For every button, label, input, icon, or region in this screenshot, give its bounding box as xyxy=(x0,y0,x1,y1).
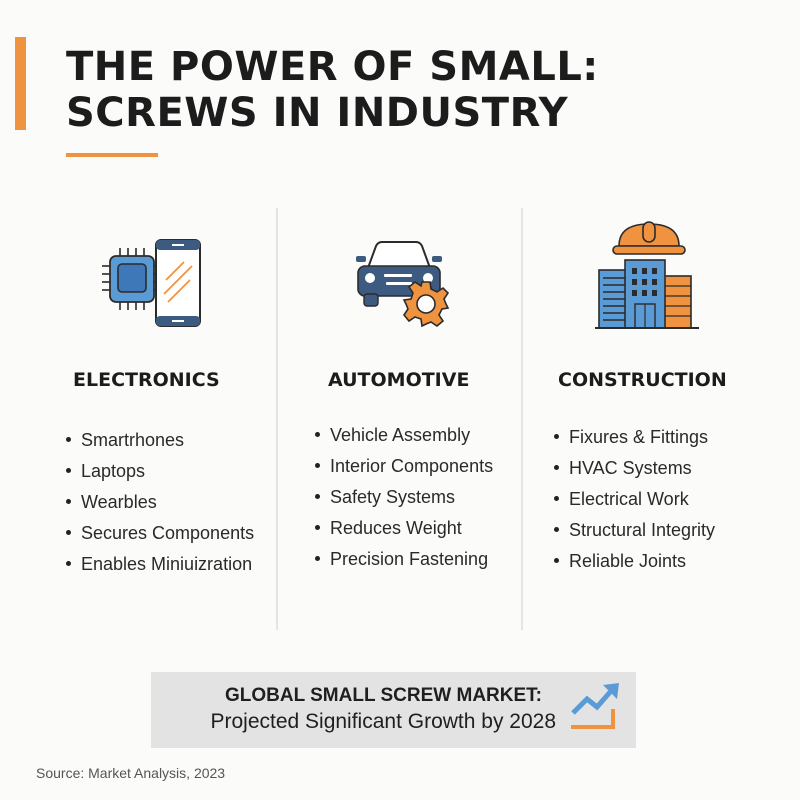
column-heading: ELECTRONICS xyxy=(73,369,220,391)
bullet-icon xyxy=(554,464,559,470)
column-automotive: AUTOMOTIVE Vehicle Assembly Interior Com… xyxy=(278,0,521,640)
bullet-icon xyxy=(66,498,71,504)
bullet-list: Fixures & Fittings HVAC Systems Electric… xyxy=(554,422,715,577)
bullet-icon xyxy=(554,557,559,563)
column-heading: CONSTRUCTION xyxy=(558,369,727,391)
growth-arrow-icon xyxy=(571,683,619,729)
column-heading: AUTOMOTIVE xyxy=(328,369,470,391)
column-construction: CONSTRUCTION Fixures & Fittings HVAC Sys… xyxy=(523,0,800,640)
bullet-icon xyxy=(554,495,559,501)
list-item: Safety Systems xyxy=(315,482,493,513)
building-with-hardhat-icon xyxy=(595,221,699,329)
bullet-icon xyxy=(315,462,320,468)
bullet-icon xyxy=(315,555,320,561)
bullet-icon xyxy=(554,526,559,532)
chip-and-smartphone-icon xyxy=(102,239,201,327)
source-citation: Source: Market Analysis, 2023 xyxy=(36,765,226,781)
list-item: Fixures & Fittings xyxy=(554,422,715,453)
column-divider-1 xyxy=(276,208,278,630)
list-item: Secures Components xyxy=(66,518,254,549)
list-item: Wearbles xyxy=(66,487,254,518)
page-title: THE POWER OF SMALL: SCREWS IN INDUSTRY xyxy=(66,44,599,136)
list-item: Structural Integrity xyxy=(554,515,715,546)
market-title: GLOBAL SMALL SCREW MARKET: xyxy=(224,685,542,706)
market-subtitle: Projected Significant Growth by 2028 xyxy=(210,710,556,733)
list-item: Reduces Weight xyxy=(315,513,493,544)
bullet-icon xyxy=(315,431,320,437)
accent-bar xyxy=(15,37,26,130)
column-divider-2 xyxy=(521,208,523,630)
bullet-icon xyxy=(554,433,559,439)
bullet-list: Smartrhones Laptops Wearbles Secures Com… xyxy=(66,425,254,580)
car-with-gear-icon xyxy=(356,241,450,328)
title-line-2: SCREWS IN INDUSTRY xyxy=(66,90,569,136)
list-item: Smartrhones xyxy=(66,425,254,456)
market-callout: GLOBAL SMALL SCREW MARKET: Projected Sig… xyxy=(151,672,636,748)
bullet-icon xyxy=(66,560,71,566)
bullet-icon xyxy=(66,467,71,473)
list-item: Laptops xyxy=(66,456,254,487)
column-electronics: ELECTRONICS Smartrhones Laptops Wearbles… xyxy=(0,0,276,640)
list-item: Electrical Work xyxy=(554,484,715,515)
bullet-icon xyxy=(66,436,71,442)
title-line-1: THE POWER OF SMALL: xyxy=(66,44,599,90)
list-item: HVAC Systems xyxy=(554,453,715,484)
bullet-icon xyxy=(315,524,320,530)
list-item: Interior Components xyxy=(315,451,493,482)
list-item: Precision Fastening xyxy=(315,544,493,575)
list-item: Vehicle Assembly xyxy=(315,420,493,451)
bullet-icon xyxy=(66,529,71,535)
list-item: Reliable Joints xyxy=(554,546,715,577)
bullet-icon xyxy=(315,493,320,499)
bullet-list: Vehicle Assembly Interior Components Saf… xyxy=(315,420,493,575)
list-item: Enables Miniuizration xyxy=(66,549,254,580)
title-underline xyxy=(66,153,158,157)
